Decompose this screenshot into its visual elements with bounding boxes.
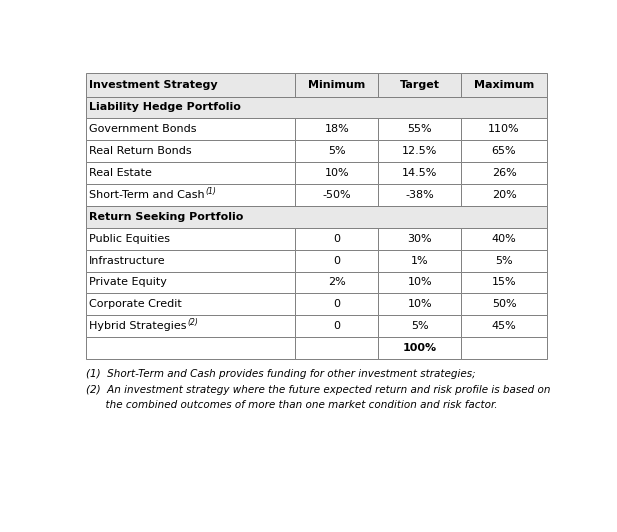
Bar — [86, 206, 547, 228]
Bar — [462, 315, 547, 337]
Bar — [462, 140, 547, 162]
Text: Hybrid Strategies: Hybrid Strategies — [89, 321, 186, 331]
Bar — [378, 184, 462, 206]
Text: Real Return Bonds: Real Return Bonds — [89, 146, 192, 156]
Bar — [86, 228, 296, 250]
Text: 0: 0 — [333, 255, 341, 265]
Text: Minimum: Minimum — [308, 80, 366, 90]
Text: Private Equity: Private Equity — [89, 278, 167, 287]
Bar — [462, 271, 547, 294]
Text: 55%: 55% — [408, 124, 433, 134]
Text: 65%: 65% — [492, 146, 516, 156]
Text: Target: Target — [400, 80, 440, 90]
Bar — [462, 250, 547, 271]
Bar — [296, 271, 378, 294]
Text: Real Estate: Real Estate — [89, 168, 152, 178]
Bar — [86, 97, 547, 118]
Text: (2)  An investment strategy where the future expected return and risk profile is: (2) An investment strategy where the fut… — [86, 385, 550, 395]
Text: 0: 0 — [333, 321, 341, 331]
Bar — [462, 118, 547, 140]
Text: 20%: 20% — [492, 190, 516, 200]
Text: 40%: 40% — [492, 234, 516, 244]
Bar — [296, 140, 378, 162]
Text: Liability Hedge Portfolio: Liability Hedge Portfolio — [89, 103, 241, 112]
Bar — [462, 294, 547, 315]
Text: 10%: 10% — [408, 300, 433, 310]
Text: 14.5%: 14.5% — [402, 168, 437, 178]
Bar — [462, 337, 547, 359]
Bar — [462, 228, 547, 250]
Text: 5%: 5% — [411, 321, 429, 331]
Text: -38%: -38% — [405, 190, 434, 200]
Bar — [86, 162, 296, 184]
Bar — [86, 337, 296, 359]
Bar — [86, 250, 296, 271]
Bar — [378, 118, 462, 140]
Bar — [378, 315, 462, 337]
Text: 0: 0 — [333, 234, 341, 244]
Text: Government Bonds: Government Bonds — [89, 124, 197, 134]
Text: Return Seeking Portfolio: Return Seeking Portfolio — [89, 212, 244, 222]
Text: the combined outcomes of more than one market condition and risk factor.: the combined outcomes of more than one m… — [86, 401, 497, 410]
Bar — [86, 184, 296, 206]
Bar — [462, 162, 547, 184]
Text: 26%: 26% — [492, 168, 516, 178]
Text: Infrastructure: Infrastructure — [89, 255, 166, 265]
Text: 1%: 1% — [411, 255, 429, 265]
Bar — [86, 73, 296, 97]
Bar — [86, 271, 296, 294]
Text: Corporate Credit: Corporate Credit — [89, 300, 182, 310]
Text: (1): (1) — [205, 187, 217, 196]
Text: 10%: 10% — [408, 278, 433, 287]
Bar — [296, 184, 378, 206]
Text: 5%: 5% — [495, 255, 513, 265]
Bar — [296, 315, 378, 337]
Text: 50%: 50% — [492, 300, 516, 310]
Bar — [86, 294, 296, 315]
Text: Short-Term and Cash: Short-Term and Cash — [89, 190, 205, 200]
Bar — [378, 162, 462, 184]
Bar — [86, 140, 296, 162]
Text: 45%: 45% — [492, 321, 516, 331]
Text: 5%: 5% — [328, 146, 346, 156]
Text: 100%: 100% — [403, 343, 437, 353]
Bar — [462, 73, 547, 97]
Bar — [296, 118, 378, 140]
Text: (2): (2) — [188, 318, 199, 327]
Bar — [378, 337, 462, 359]
Bar — [378, 228, 462, 250]
Text: 18%: 18% — [325, 124, 349, 134]
Text: 12.5%: 12.5% — [402, 146, 437, 156]
Bar — [296, 73, 378, 97]
Text: 15%: 15% — [492, 278, 516, 287]
Bar — [378, 294, 462, 315]
Bar — [378, 140, 462, 162]
Text: 110%: 110% — [488, 124, 520, 134]
Text: Investment Strategy: Investment Strategy — [89, 80, 218, 90]
Bar — [462, 184, 547, 206]
Bar — [378, 250, 462, 271]
Text: Public Equities: Public Equities — [89, 234, 170, 244]
Bar — [296, 162, 378, 184]
Bar — [296, 337, 378, 359]
Text: (1)  Short-Term and Cash provides funding for other investment strategies;: (1) Short-Term and Cash provides funding… — [86, 369, 475, 379]
Text: 2%: 2% — [328, 278, 346, 287]
Bar — [296, 228, 378, 250]
Bar — [86, 118, 296, 140]
Bar — [296, 250, 378, 271]
Text: -50%: -50% — [323, 190, 351, 200]
Text: Maximum: Maximum — [474, 80, 534, 90]
Text: 10%: 10% — [325, 168, 349, 178]
Bar — [378, 271, 462, 294]
Bar — [378, 73, 462, 97]
Bar — [296, 294, 378, 315]
Text: 30%: 30% — [408, 234, 433, 244]
Bar — [86, 315, 296, 337]
Text: 0: 0 — [333, 300, 341, 310]
